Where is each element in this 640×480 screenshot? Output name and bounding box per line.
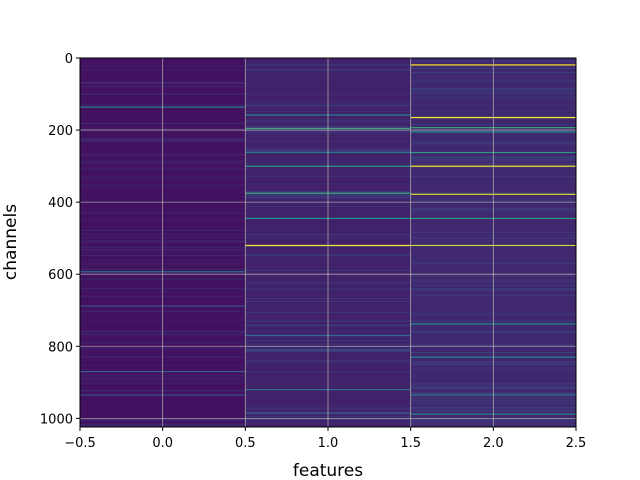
x-tick-label: 1.5 bbox=[400, 436, 421, 451]
grid-lines bbox=[80, 58, 576, 427]
x-tick-label: 1.0 bbox=[318, 436, 339, 451]
y-tick-label: 0 bbox=[65, 52, 73, 67]
y-tick-label: 600 bbox=[48, 268, 73, 283]
x-tick-label: −0.5 bbox=[64, 436, 96, 451]
x-tick-label: 0.0 bbox=[152, 436, 173, 451]
y-tick-label: 800 bbox=[48, 340, 73, 355]
x-tick-label: 0.5 bbox=[235, 436, 256, 451]
y-axis-label: channels bbox=[1, 204, 21, 280]
x-axis-label: features bbox=[293, 461, 363, 480]
y-tick-label: 200 bbox=[48, 124, 73, 139]
y-tick-label: 1000 bbox=[40, 412, 73, 427]
y-axis-ticks: 0 200 400 600 800 1000 bbox=[40, 52, 80, 427]
x-axis-ticks: −0.5 0.0 0.5 1.0 1.5 2.0 2.5 bbox=[64, 427, 586, 451]
x-tick-label: 2.5 bbox=[566, 436, 587, 451]
y-tick-label: 400 bbox=[48, 196, 73, 211]
x-tick-label: 2.0 bbox=[483, 436, 504, 451]
